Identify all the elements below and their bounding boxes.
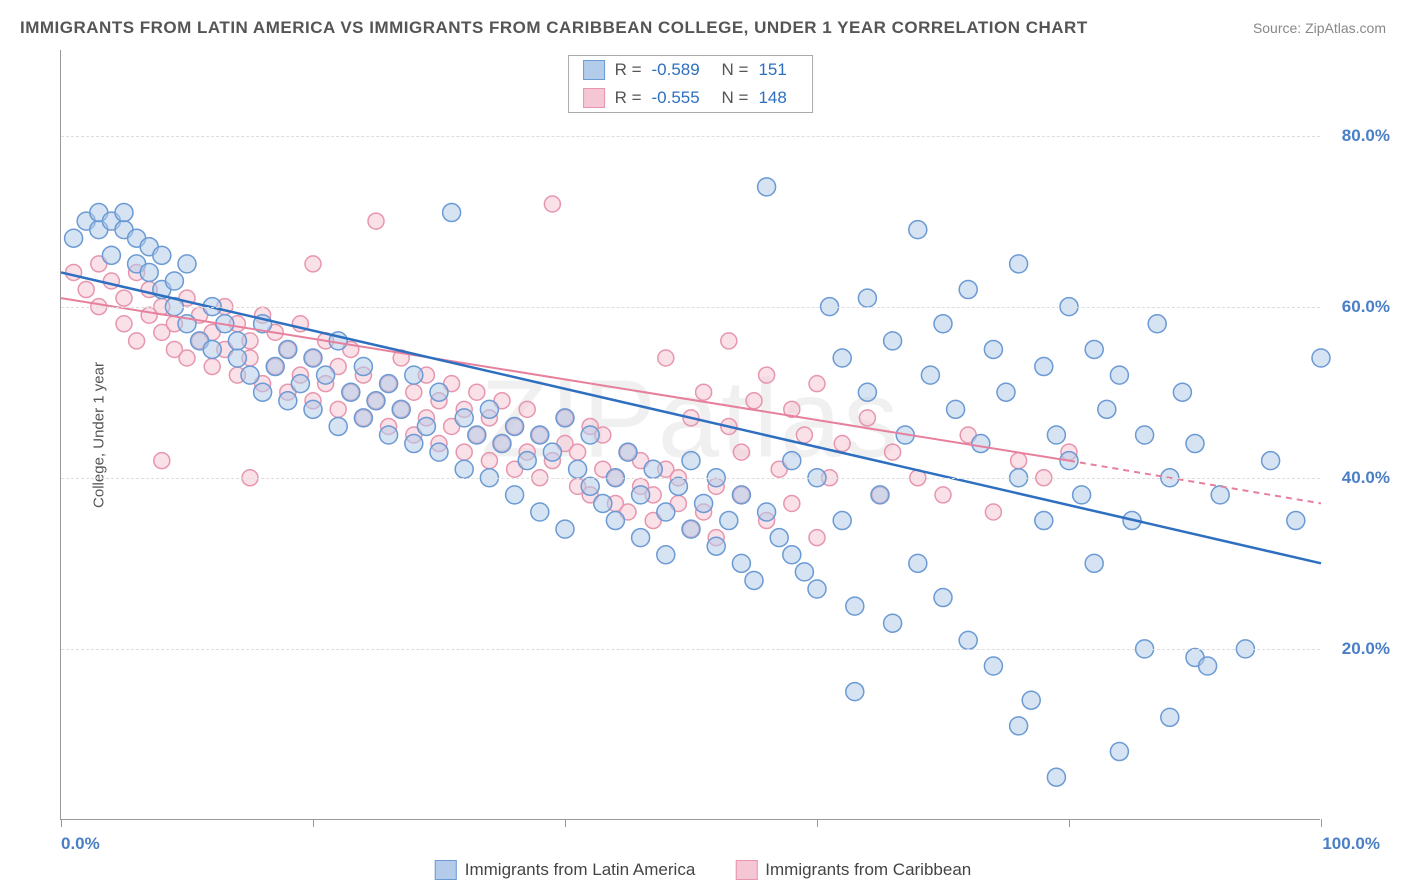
legend-swatch-pink xyxy=(735,860,757,880)
correlation-legend: R = -0.589 N = 151 R = -0.555 N = 148 xyxy=(568,55,814,113)
y-tick-label: 20.0% xyxy=(1342,639,1390,659)
legend-label-pink: Immigrants from Caribbean xyxy=(765,860,971,880)
y-tick-label: 80.0% xyxy=(1342,126,1390,146)
scatter-plot xyxy=(61,50,1320,819)
series-legend: Immigrants from Latin America Immigrants… xyxy=(435,860,971,880)
chart-title: IMMIGRANTS FROM LATIN AMERICA VS IMMIGRA… xyxy=(20,18,1088,38)
n-value-pink: 148 xyxy=(758,88,798,108)
x-tick-label: 100.0% xyxy=(1322,834,1380,854)
n-label: N = xyxy=(722,88,749,108)
x-tick-label: 0.0% xyxy=(61,834,100,854)
r-label: R = xyxy=(615,88,642,108)
r-label: R = xyxy=(615,60,642,80)
r-value-blue: -0.589 xyxy=(652,60,712,80)
legend-swatch-blue xyxy=(583,60,605,80)
n-label: N = xyxy=(722,60,749,80)
legend-swatch-pink xyxy=(583,88,605,108)
n-value-blue: 151 xyxy=(758,60,798,80)
legend-label-blue: Immigrants from Latin America xyxy=(465,860,696,880)
y-tick-label: 40.0% xyxy=(1342,468,1390,488)
r-value-pink: -0.555 xyxy=(652,88,712,108)
y-tick-label: 60.0% xyxy=(1342,297,1390,317)
chart-area: ZIPatlas College, Under 1 year R = -0.58… xyxy=(60,50,1320,820)
source-label: Source: ZipAtlas.com xyxy=(1253,20,1386,36)
legend-swatch-blue xyxy=(435,860,457,880)
